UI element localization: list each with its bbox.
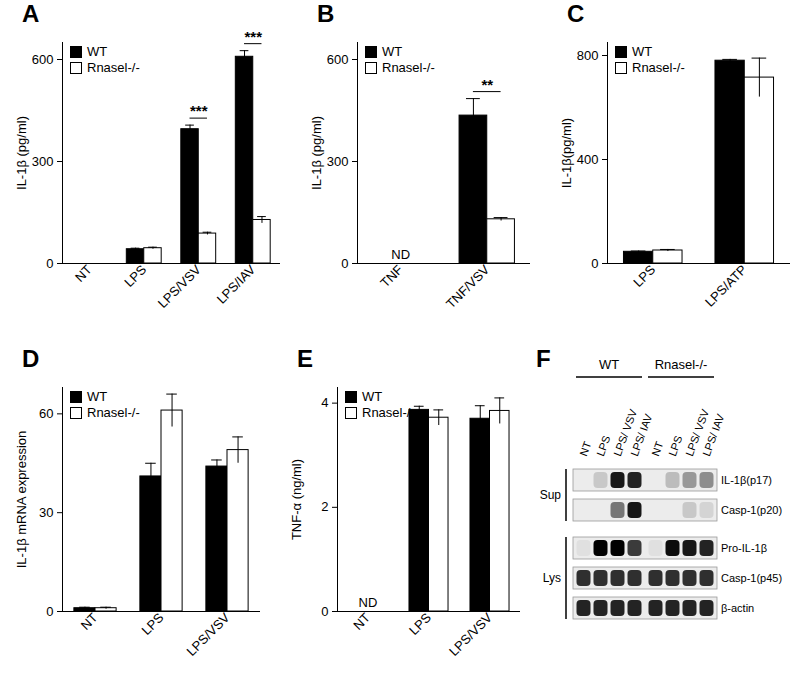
html-text:WT: WT <box>632 44 653 59</box>
svg-text:Sup: Sup <box>540 488 562 502</box>
svg-text:800: 800 <box>577 48 599 63</box>
svg-text:600: 600 <box>327 52 349 67</box>
html-text:F: F <box>536 345 551 372</box>
svg-text:ND: ND <box>391 247 410 262</box>
html-text:E: E <box>297 345 313 372</box>
svg-text:LPS: LPS <box>121 262 149 290</box>
svg-text:***: *** <box>190 102 208 119</box>
svg-text:WT: WT <box>599 357 619 372</box>
html-text:WT: WT <box>362 389 383 404</box>
svg-text:LPS/VSV: LPS/VSV <box>446 610 495 659</box>
svg-text:4: 4 <box>321 395 328 410</box>
svg-text:TNF/VSV: TNF/VSV <box>443 262 493 312</box>
html-text:WT: WT <box>87 44 108 59</box>
html-text:B: B <box>317 0 335 27</box>
svg-text:60: 60 <box>39 406 53 421</box>
svg-text:Pro-IL-1β: Pro-IL-1β <box>721 542 767 554</box>
svg-text:TNF-α (ng/ml): TNF-α (ng/ml) <box>289 459 304 540</box>
svg-text:LPS/ IAV: LPS/ IAV <box>700 412 726 458</box>
html-text:Rnasel-/-: Rnasel-/- <box>87 405 140 420</box>
svg-text:300: 300 <box>327 154 349 169</box>
svg-text:Rnasel-/-: Rnasel-/- <box>655 357 708 372</box>
svg-text:NT: NT <box>78 610 101 633</box>
svg-text:LPS/VSV: LPS/VSV <box>184 610 233 659</box>
svg-text:LPS/ VSV: LPS/ VSV <box>611 407 640 458</box>
html-text:WT: WT <box>87 389 108 404</box>
html-text:WT: WT <box>382 44 403 59</box>
svg-text:LPS/ATP: LPS/ATP <box>702 262 750 310</box>
svg-text:Lys: Lys <box>543 571 561 585</box>
svg-text:IL-1β(p17): IL-1β(p17) <box>721 474 772 486</box>
svg-text:Casp-1(p45): Casp-1(p45) <box>721 572 782 584</box>
html-text:Rnasel-/-: Rnasel-/- <box>632 60 685 75</box>
svg-text:2: 2 <box>321 499 328 514</box>
svg-text:IL-1β mRNA expression: IL-1β mRNA expression <box>14 431 29 569</box>
svg-text:Casp-1(p20): Casp-1(p20) <box>721 504 782 516</box>
svg-text:***: *** <box>244 28 262 45</box>
svg-text:600: 600 <box>32 52 54 67</box>
svg-text:β-actin: β-actin <box>721 602 754 614</box>
svg-text:0: 0 <box>591 256 598 271</box>
html-text:Rnasel-/-: Rnasel-/- <box>382 60 435 75</box>
svg-text:NT: NT <box>72 262 95 285</box>
svg-text:LPS/VSV: LPS/VSV <box>155 262 204 311</box>
svg-text:0: 0 <box>341 256 348 271</box>
svg-text:0: 0 <box>321 604 328 619</box>
html-text:Rnasel-/-: Rnasel-/- <box>362 405 415 420</box>
svg-text:0: 0 <box>46 604 53 619</box>
svg-text:TNF: TNF <box>377 262 406 291</box>
svg-text:IL-1β (pg/ml): IL-1β (pg/ml) <box>14 116 29 190</box>
svg-text:LPS: LPS <box>630 262 658 290</box>
svg-text:ND: ND <box>359 595 378 610</box>
svg-text:IL-1β (pg/ml): IL-1β (pg/ml) <box>309 116 324 190</box>
svg-text:NT: NT <box>350 610 373 633</box>
svg-text:30: 30 <box>39 505 53 520</box>
svg-text:LPS: LPS <box>406 610 434 638</box>
svg-text:LPS/IAV: LPS/IAV <box>214 262 259 307</box>
html-text:C: C <box>567 0 585 27</box>
svg-text:300: 300 <box>32 154 54 169</box>
svg-text:LPS/ IAV: LPS/ IAV <box>628 412 655 458</box>
svg-text:NT: NT <box>649 440 665 458</box>
svg-text:LPS: LPS <box>139 610 167 638</box>
svg-text:LPS: LPS <box>666 434 684 458</box>
svg-text:400: 400 <box>577 152 599 167</box>
svg-text:LPS: LPS <box>594 434 612 458</box>
html-text:D: D <box>22 345 40 372</box>
svg-text:NT: NT <box>577 440 593 458</box>
html-text:A: A <box>22 0 40 27</box>
html-text:Rnasel-/-: Rnasel-/- <box>87 60 140 75</box>
svg-text:**: ** <box>481 76 493 93</box>
svg-text:LPS/ VSV: LPS/ VSV <box>683 407 712 458</box>
svg-text:IL-1β(pg/ml): IL-1β(pg/ml) <box>559 118 574 188</box>
svg-text:0: 0 <box>46 256 53 271</box>
